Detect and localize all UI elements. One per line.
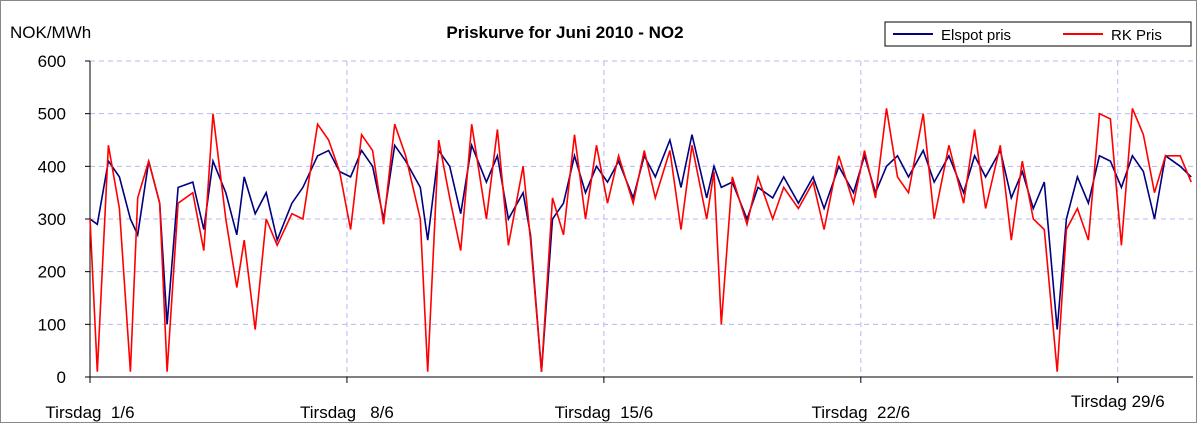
y-tick-label: 200 bbox=[38, 263, 66, 282]
chart-title: Priskurve for Juni 2010 - NO2 bbox=[446, 23, 683, 42]
legend-label: RK Pris bbox=[1111, 27, 1162, 44]
y-tick-label: 0 bbox=[57, 368, 66, 387]
y-tick-label: 100 bbox=[38, 315, 66, 334]
y-tick-label: 300 bbox=[38, 210, 66, 229]
y-tick-label: 400 bbox=[38, 157, 66, 176]
series-line bbox=[89, 134, 1192, 372]
x-tick-label: Tirsdag 8/6 bbox=[300, 403, 394, 422]
y-tick-label: 500 bbox=[38, 105, 66, 124]
x-tick-label: Tirsdag 29/6 bbox=[1071, 392, 1165, 411]
series-line bbox=[89, 108, 1192, 372]
legend-box bbox=[884, 21, 1192, 47]
legend-label: Elspot pris bbox=[941, 27, 1011, 44]
x-tick-label: Tirsdag 15/6 bbox=[555, 403, 654, 422]
y-tick-label: 600 bbox=[38, 52, 66, 71]
y-axis-label: NOK/MWh bbox=[10, 23, 91, 42]
x-tick-label: Tirsdag 22/6 bbox=[812, 403, 911, 422]
x-tick-label: Tirsdag 1/6 bbox=[45, 403, 134, 422]
